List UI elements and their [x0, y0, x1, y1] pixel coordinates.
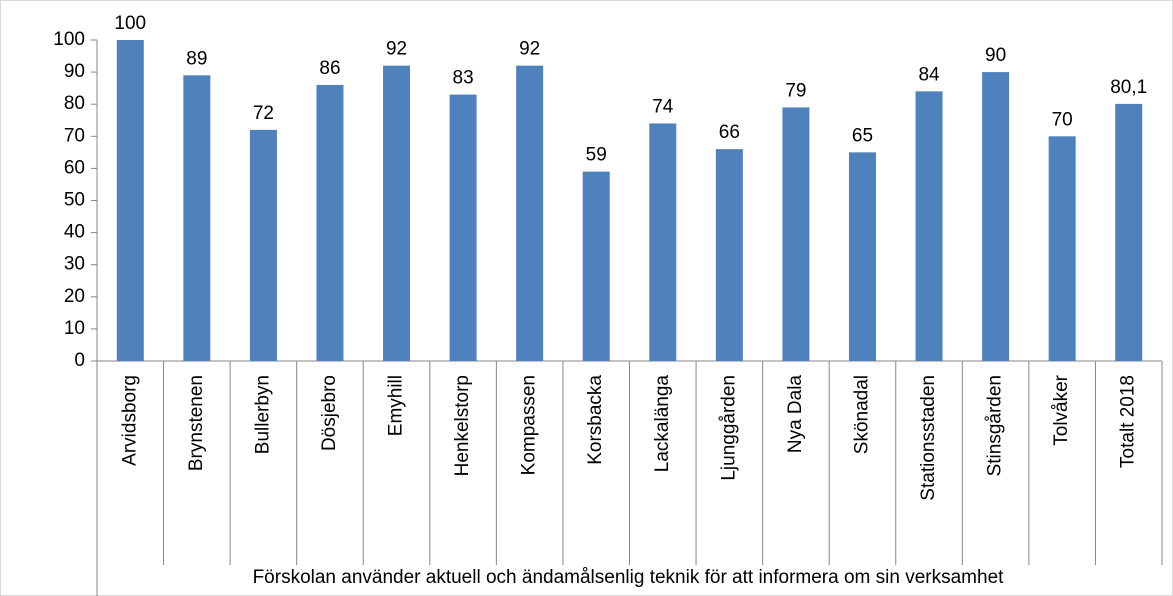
x-tick-label: Skönadal: [851, 375, 872, 454]
x-tick-label: Arvidsborg: [119, 375, 140, 466]
x-tick-label: Nya Dala: [785, 375, 806, 454]
y-tick-label: 50: [64, 190, 85, 211]
value-label: 66: [719, 122, 740, 143]
value-label: 79: [785, 80, 806, 101]
bar: [316, 84, 344, 361]
y-tick-label: 90: [64, 61, 85, 82]
value-label: 90: [985, 45, 1006, 66]
value-label: 89: [186, 48, 207, 69]
x-tick-label: Kompassen: [519, 375, 540, 475]
bar: [116, 40, 144, 361]
x-tick-label: Ljunggården: [718, 375, 739, 481]
y-tick-label: 80: [64, 93, 85, 114]
bar: [1115, 103, 1143, 361]
value-label: 86: [319, 58, 340, 79]
value-label: 100: [114, 13, 146, 34]
x-group-label: Förskolan använder aktuell och ändamålse…: [253, 567, 1005, 588]
bar: [915, 91, 943, 362]
bar: [383, 65, 411, 362]
value-label: 70: [1052, 109, 1073, 130]
x-tick-label: Stationsstaden: [918, 375, 939, 501]
bar: [582, 171, 610, 361]
value-label: 92: [386, 39, 407, 60]
x-tick-label: Stinsgården: [985, 375, 1006, 476]
x-tick-label: Henkelstorp: [452, 375, 473, 476]
y-tick-label: 70: [64, 125, 85, 146]
x-tick-label: Bullerbyn: [252, 375, 273, 454]
x-tick-label: Lackalänga: [652, 375, 673, 473]
x-tick-label: Emyhill: [386, 375, 407, 436]
bar: [516, 65, 544, 362]
bar: [183, 75, 211, 361]
value-label: 59: [586, 145, 607, 166]
y-tick-label: 60: [64, 157, 85, 178]
bar: [715, 149, 743, 361]
bar: [982, 72, 1010, 361]
value-label: 65: [852, 125, 873, 146]
x-tick-label: Brynstenen: [186, 375, 207, 471]
y-tick-label: 10: [64, 318, 85, 339]
bar: [249, 129, 277, 361]
x-tick-label: Totalt 2018: [1118, 375, 1139, 468]
value-label: 84: [918, 64, 940, 85]
bar: [649, 123, 677, 362]
x-tick-label: Dösjebro: [319, 375, 340, 451]
value-label: 74: [652, 96, 674, 117]
value-label: 72: [253, 103, 274, 124]
bar: [449, 94, 477, 361]
y-tick-label: 20: [64, 286, 85, 307]
x-tick-label: Korsbacka: [585, 375, 606, 465]
bar: [1048, 136, 1076, 361]
y-tick-label: 100: [53, 29, 85, 50]
bar: [782, 107, 810, 361]
y-tick-label: 0: [74, 350, 85, 371]
y-tick-label: 30: [64, 254, 85, 275]
value-label: 83: [453, 68, 474, 89]
value-label: 92: [519, 39, 540, 60]
y-tick-label: 40: [64, 222, 85, 243]
bar: [848, 152, 876, 361]
x-tick-label: Tolvåker: [1051, 374, 1072, 445]
value-label: 80,1: [1110, 77, 1147, 98]
